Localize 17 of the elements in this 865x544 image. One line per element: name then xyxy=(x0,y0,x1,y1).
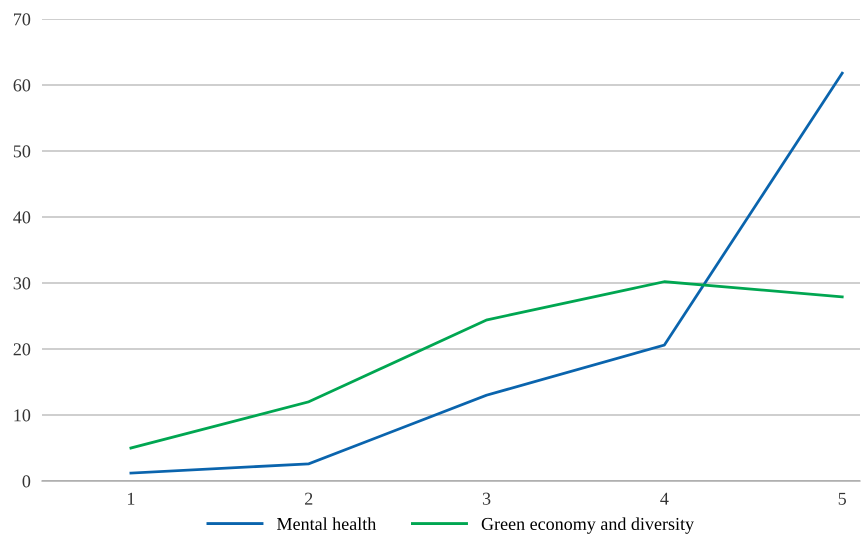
x-tick-label: 4 xyxy=(660,492,669,505)
y-tick-label: 0 xyxy=(22,475,30,488)
y-tick-label: 60 xyxy=(14,79,30,92)
legend-label: Mental health xyxy=(277,517,376,530)
y-tick-label: 30 xyxy=(14,277,30,290)
line-series xyxy=(130,280,844,450)
x-tick-label: 2 xyxy=(305,492,312,505)
y-tick-label: 70 xyxy=(14,13,30,26)
legend-label: Green economy and diversity xyxy=(482,517,694,534)
x-tick-label: 1 xyxy=(128,492,134,505)
y-tick-label: 20 xyxy=(14,343,30,356)
y-tick-label: 40 xyxy=(13,211,30,224)
y-tick-label: 50 xyxy=(14,145,30,158)
x-tick-label: 5 xyxy=(838,492,846,505)
y-tick-label: 10 xyxy=(14,409,30,422)
x-tick-label: 3 xyxy=(482,492,490,505)
line-series xyxy=(130,72,844,474)
